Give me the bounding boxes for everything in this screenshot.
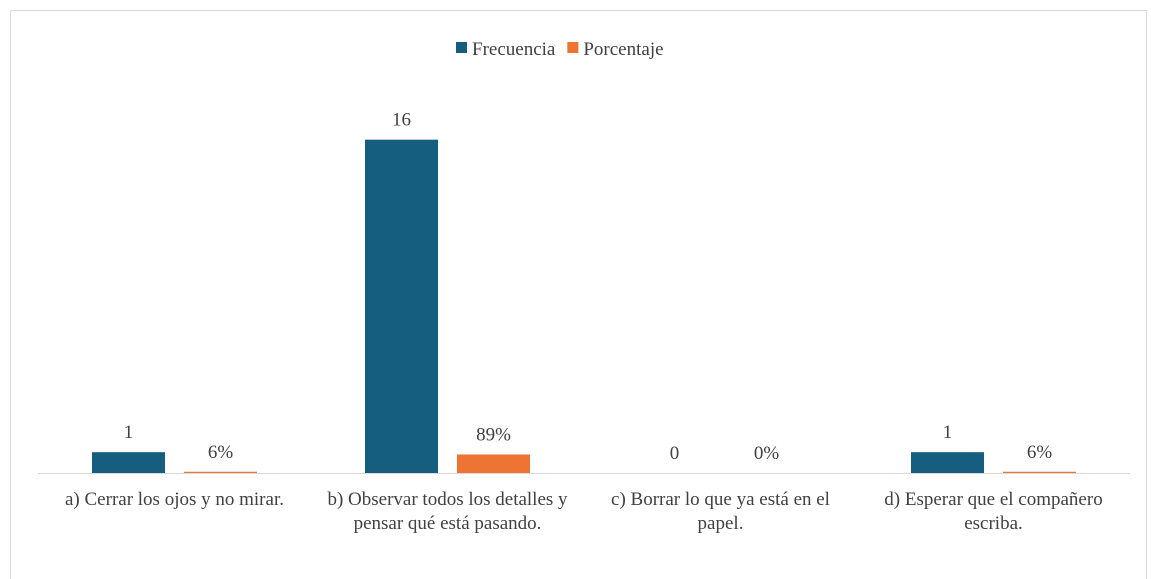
data-label: 6%: [208, 442, 234, 463]
legend-swatch: [456, 42, 467, 53]
x-tick-label: d) Esperar que el compañero escriba.: [884, 489, 1102, 534]
legend-label: Porcentaje: [583, 39, 663, 60]
x-tick-label: c) Borrar lo que ya está en el papel.: [611, 489, 830, 534]
chart-border: [10, 10, 1147, 579]
bar: [1003, 471, 1076, 473]
data-label: 89%: [476, 424, 511, 445]
bar: [365, 139, 438, 473]
bar: [184, 471, 257, 473]
data-label: 16: [392, 110, 411, 131]
data-label: 6%: [1027, 442, 1053, 463]
data-label: 1: [943, 422, 953, 443]
legend-label: Frecuencia: [472, 39, 556, 60]
bar: [457, 454, 530, 473]
legend-swatch: [567, 42, 579, 53]
data-label: 1: [124, 422, 134, 443]
x-tick-label: a) Cerrar los ojos y no mirar.: [65, 489, 284, 510]
bar: [911, 452, 984, 473]
x-tick-label: b) Observar todos los detalles y pensar q…: [327, 489, 568, 534]
bar: [92, 452, 165, 473]
data-label: 0%: [754, 443, 780, 464]
data-label: 0: [670, 443, 680, 464]
